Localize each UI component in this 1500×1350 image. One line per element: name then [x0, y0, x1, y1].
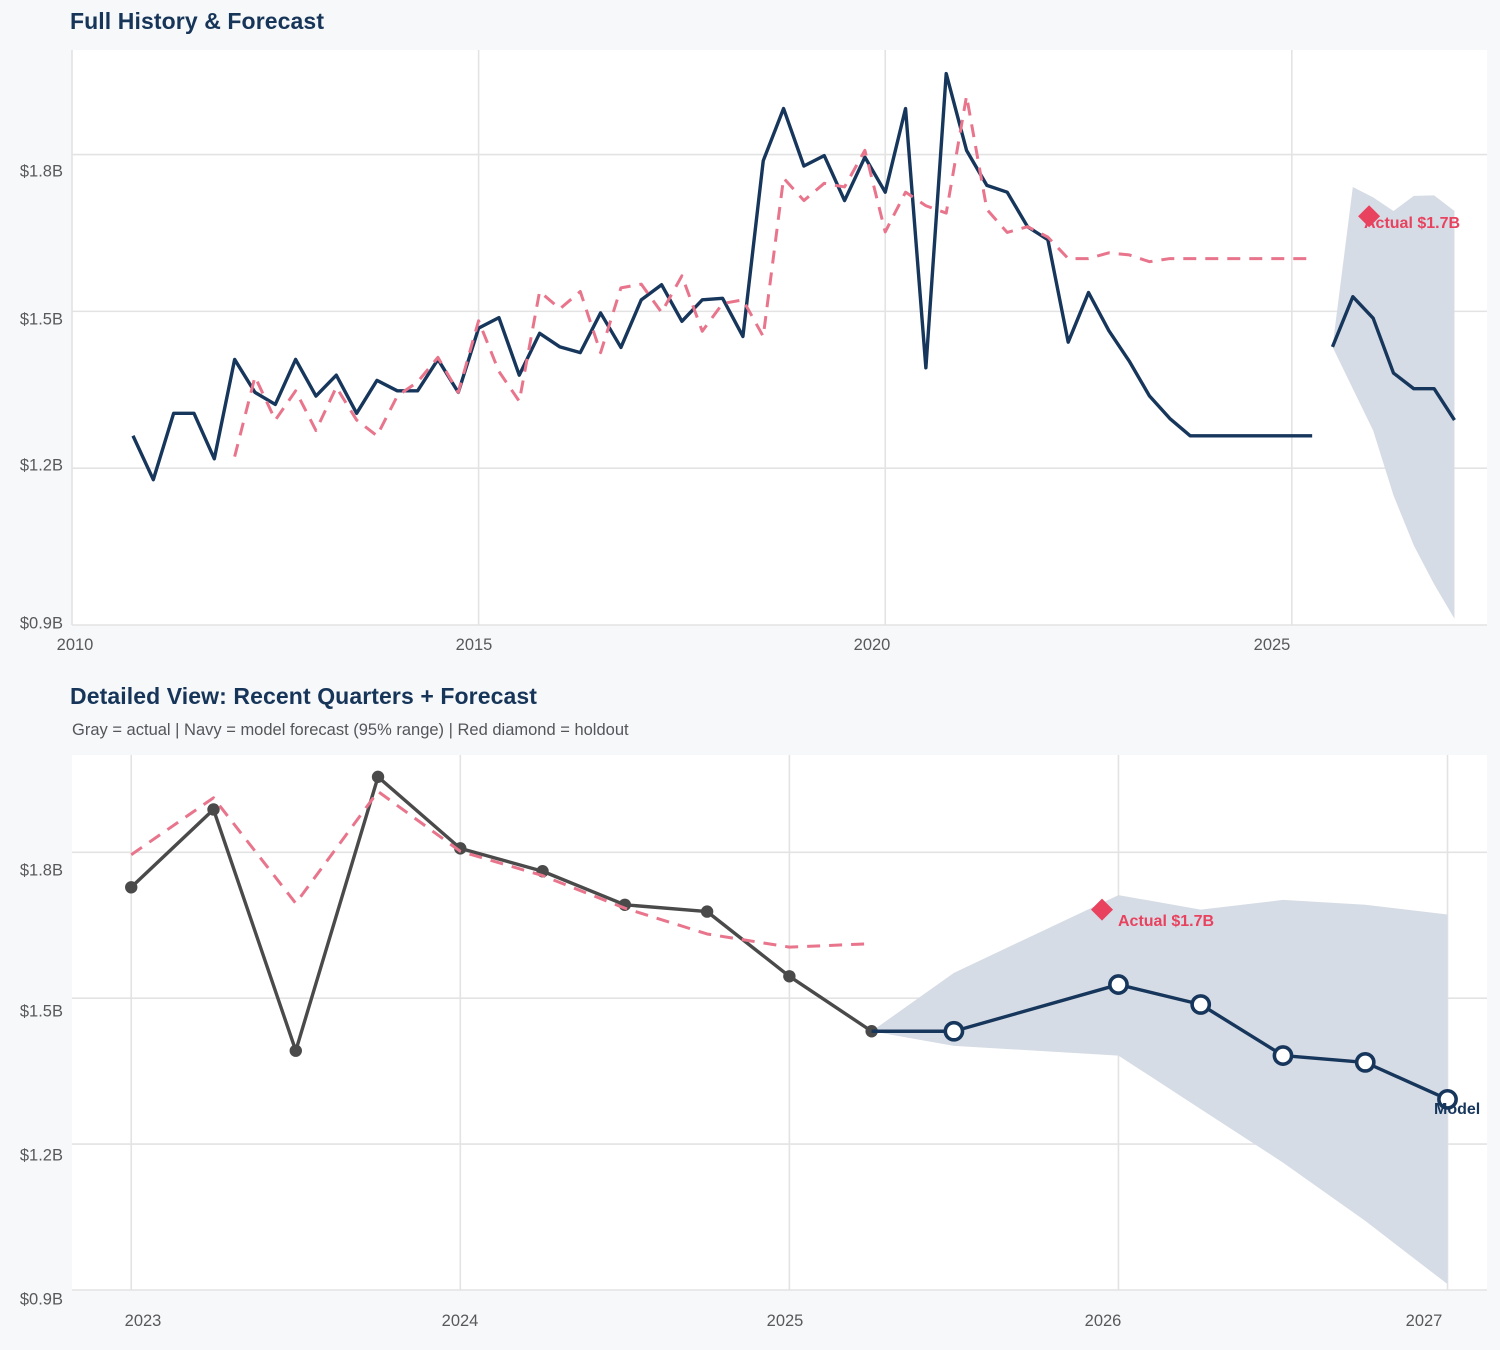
y-tick-label: $0.9B	[19, 614, 63, 633]
x-tick-label: 2026	[1084, 1312, 1122, 1330]
y-tick-label: $1.2B	[19, 456, 63, 475]
y-tick-label: $1.5B	[19, 310, 63, 329]
x-tick-label: 2025	[1253, 636, 1291, 654]
chart-panel-full-history: Full History & Forecast $1.8B $1.5B $1.2…	[0, 0, 1500, 672]
axis-labels-bottom: $1.8B $1.5B $1.2B $0.9B 2023 2024 2025 2…	[0, 672, 1500, 1350]
y-tick-label: $1.8B	[19, 162, 63, 181]
x-tick-label: 2020	[853, 636, 891, 654]
detailed-view-title: Detailed View: Recent Quarters + Forecas…	[70, 683, 538, 709]
chart-panel-detailed-view: Detailed View: Recent Quarters + Forecas…	[0, 672, 1500, 1350]
full-history-svg	[71, 50, 1487, 626]
plot-area-detailed-view	[72, 755, 1487, 1291]
plot-area-full-history	[71, 50, 1487, 626]
page-title: Full History & Forecast	[70, 8, 325, 34]
x-tick-label: 2027	[1405, 1312, 1443, 1330]
x-tick-label: 2025	[766, 1312, 804, 1330]
y-tick-label: $1.5B	[19, 1002, 63, 1021]
detailed-view-subtitle: Gray = actual | Navy = model forecast (9…	[72, 721, 629, 739]
y-tick-label: $0.9B	[19, 1290, 63, 1309]
detailed-view-svg	[72, 755, 1487, 1291]
holdout-annotation-label: Actual $1.7B	[1364, 215, 1461, 232]
model-series-label: Model	[1434, 1101, 1481, 1118]
y-tick-label: $1.8B	[19, 861, 63, 880]
x-tick-label: 2010	[56, 636, 94, 654]
y-tick-label: $1.2B	[19, 1146, 63, 1165]
x-tick-label: 2024	[441, 1312, 479, 1330]
x-tick-label: 2023	[124, 1312, 162, 1330]
x-tick-label: 2015	[455, 636, 493, 654]
axis-labels-top: $1.8B $1.5B $1.2B $0.9B 2010 2015 2020 2…	[0, 0, 1500, 672]
holdout-annotation-label: Actual $1.7B	[1118, 913, 1215, 930]
